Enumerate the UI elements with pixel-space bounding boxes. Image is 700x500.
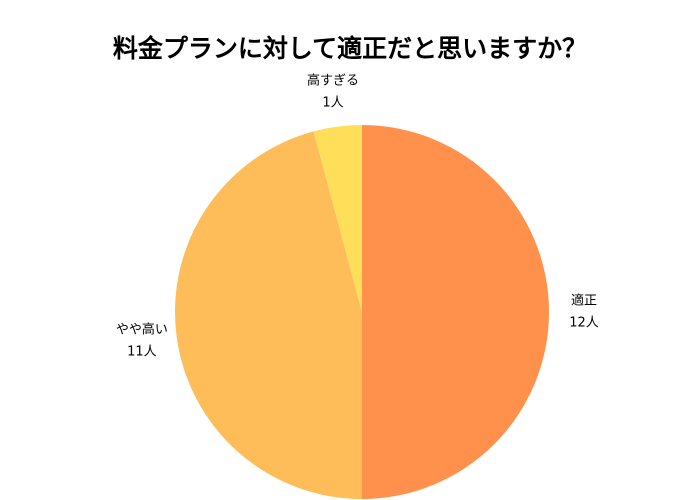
slice-value-label: 12人 (569, 316, 599, 331)
pie-slice (313, 125, 362, 312)
slice-label: 高すぎる (307, 72, 359, 88)
chart-title: 料金プランに対して適正だと思いますか？ (113, 34, 587, 63)
pie-slice (362, 125, 549, 499)
slice-label: 適正 (571, 293, 597, 309)
slice-label: やや高い (116, 321, 168, 337)
pie-slice (175, 131, 362, 499)
slice-value-label: 11人 (127, 344, 157, 359)
slice-value-label: 1人 (322, 95, 343, 110)
